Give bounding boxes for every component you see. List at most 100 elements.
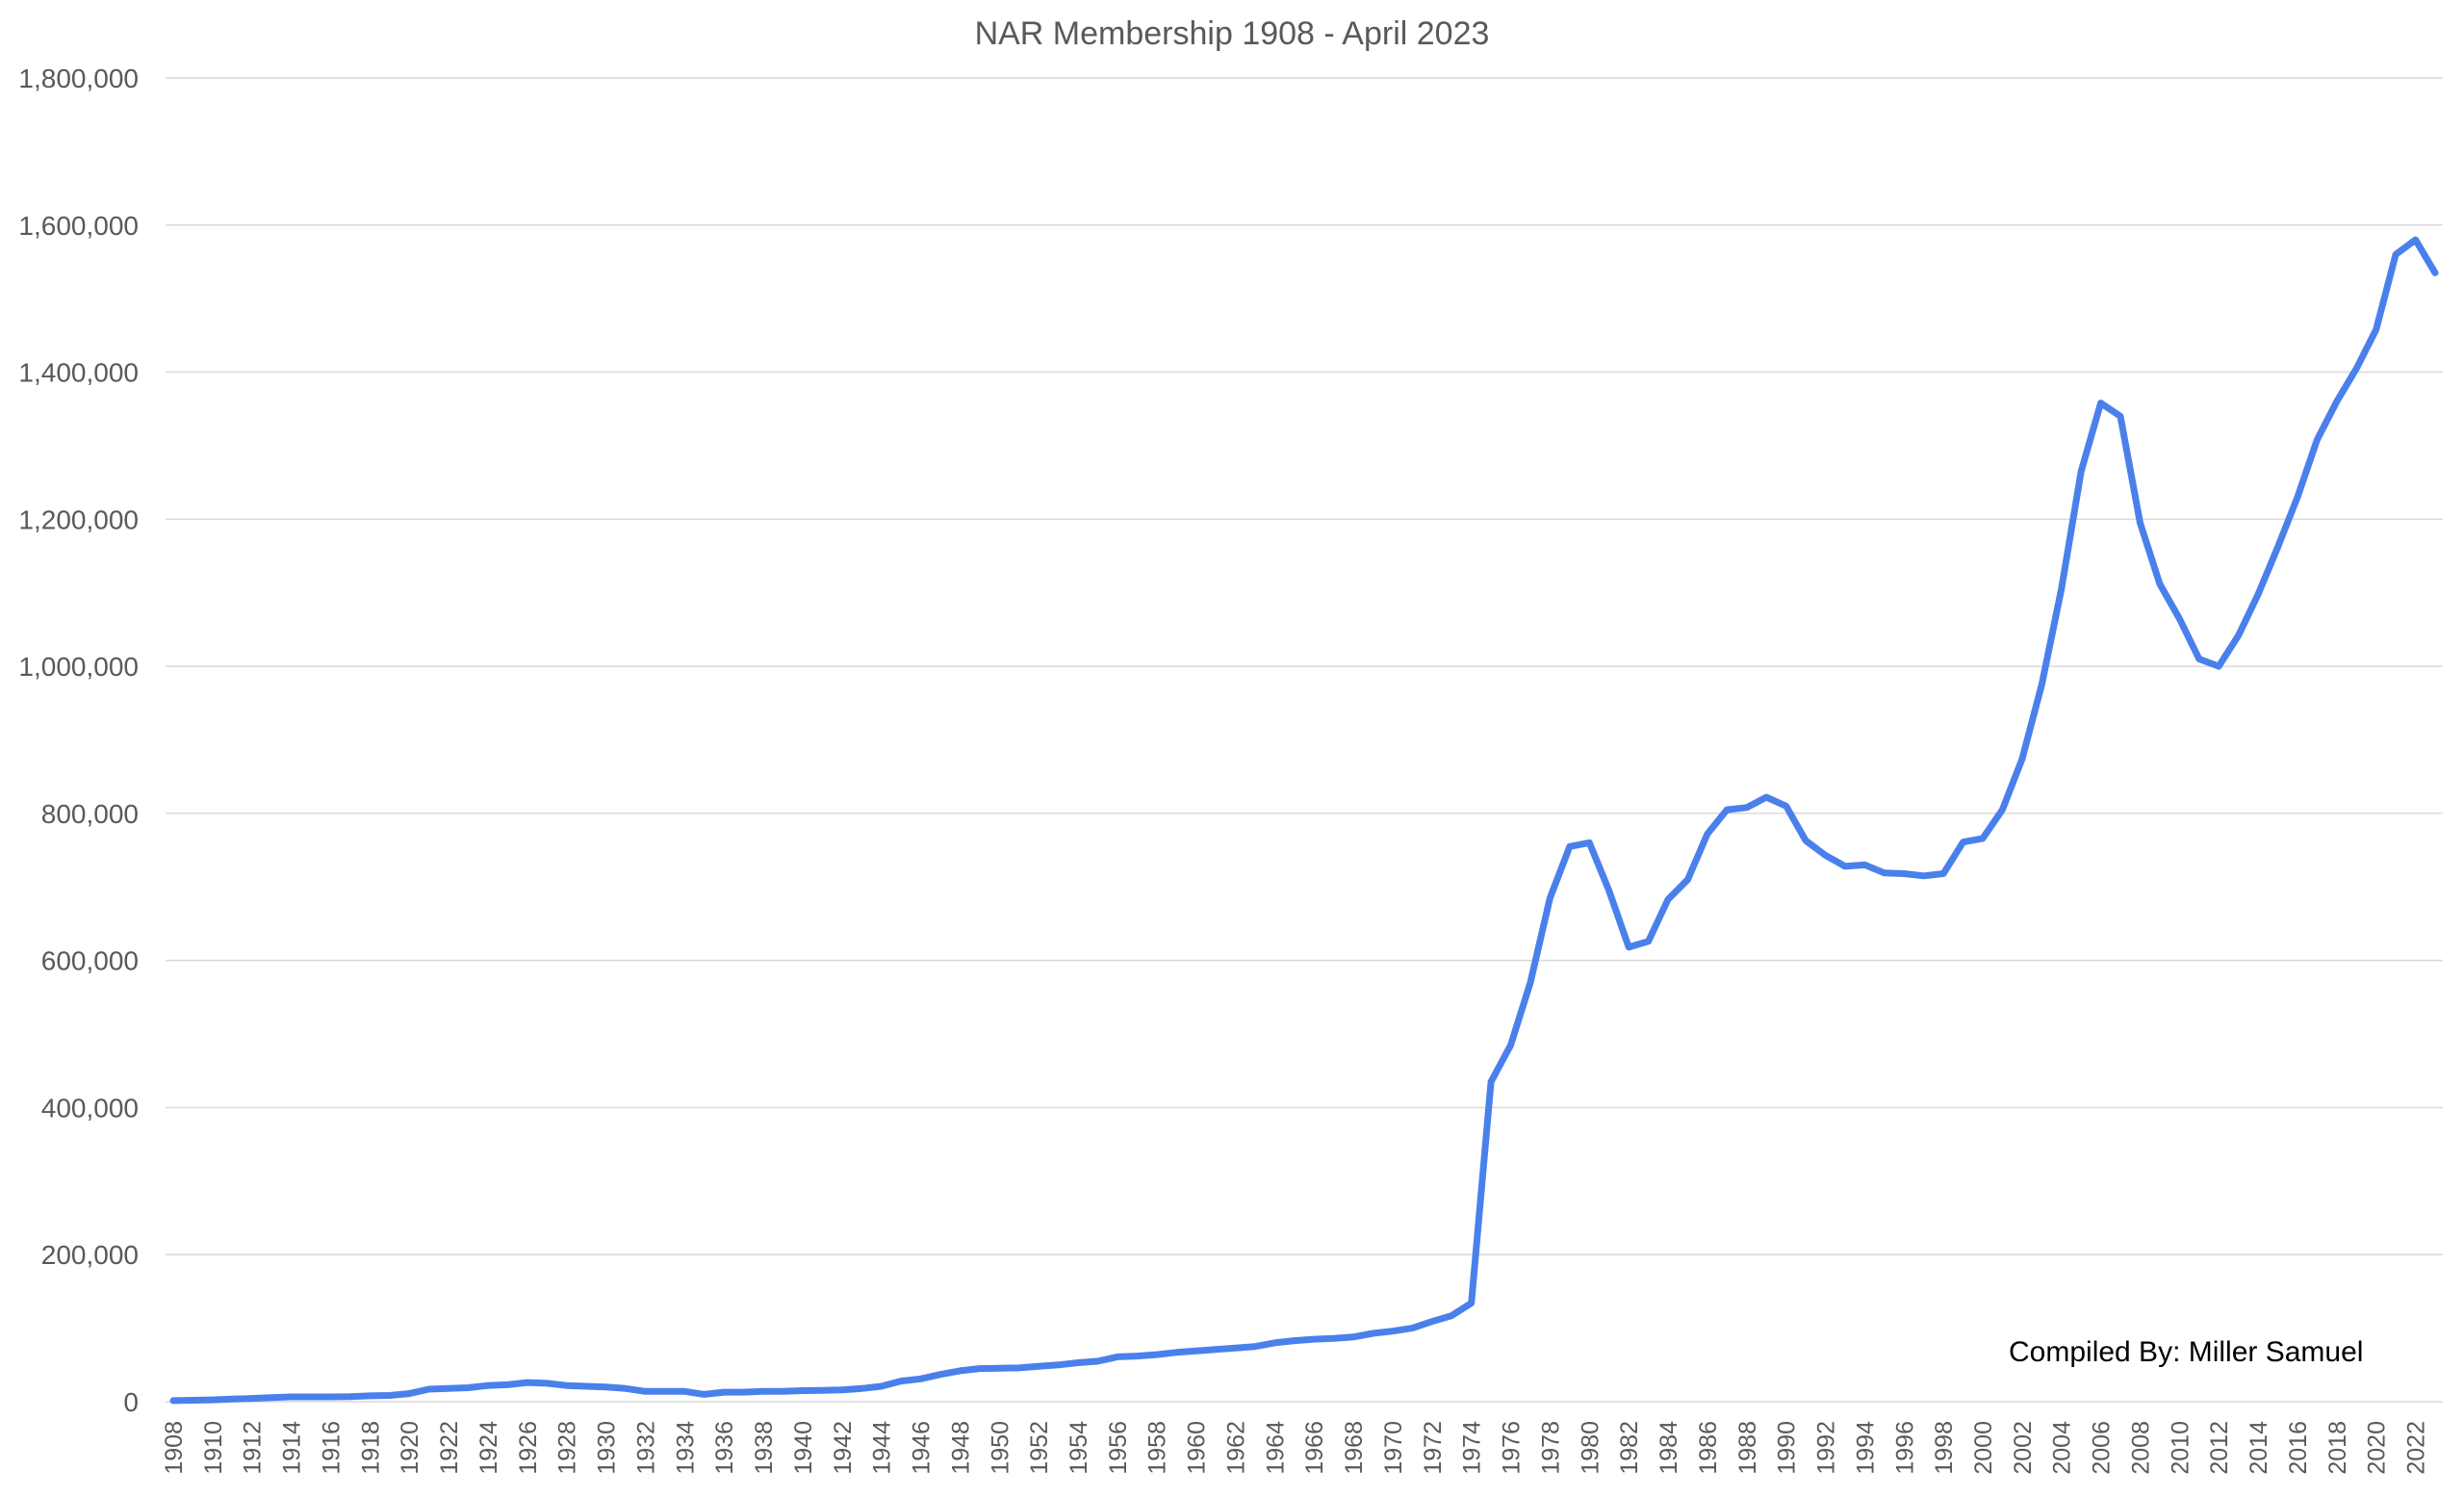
x-tick-label: 2002 bbox=[2010, 1421, 2037, 1475]
data-point bbox=[2118, 413, 2124, 420]
data-point bbox=[1841, 863, 1848, 869]
chart-title: NAR Membership 1908 - April 2023 bbox=[975, 15, 1490, 52]
data-point bbox=[1036, 1363, 1042, 1370]
data-point bbox=[1134, 1353, 1141, 1359]
data-point bbox=[1980, 835, 1987, 841]
data-point bbox=[1251, 1343, 1258, 1350]
data-point bbox=[1449, 1312, 1455, 1319]
y-tick-label: 1,000,000 bbox=[18, 652, 139, 682]
data-point bbox=[2078, 468, 2085, 475]
data-point bbox=[780, 1388, 786, 1395]
data-point bbox=[2137, 520, 2143, 527]
data-point bbox=[1428, 1318, 1435, 1325]
data-point bbox=[642, 1388, 649, 1395]
x-tick-label: 1992 bbox=[1813, 1421, 1840, 1475]
y-tick-label: 400,000 bbox=[41, 1093, 139, 1123]
y-tick-label: 1,200,000 bbox=[18, 504, 139, 534]
data-point bbox=[2333, 399, 2340, 405]
x-tick-label: 1960 bbox=[1184, 1421, 1211, 1475]
gridlines bbox=[166, 77, 2443, 1403]
x-tick-label: 1958 bbox=[1144, 1421, 1171, 1475]
series-line bbox=[169, 236, 2439, 1405]
y-axis-tick-labels: 0 200,000 400,000 600,000 800,000 1,000,000 1,… bbox=[18, 64, 139, 1417]
x-tick-label: 2012 bbox=[2206, 1421, 2233, 1475]
data-point bbox=[406, 1390, 413, 1397]
x-tick-label: 1970 bbox=[1380, 1421, 1407, 1475]
x-tick-label: 2006 bbox=[2089, 1421, 2116, 1475]
x-tick-label: 1914 bbox=[279, 1421, 306, 1475]
data-point bbox=[2373, 326, 2379, 333]
data-point bbox=[229, 1396, 236, 1403]
data-point bbox=[898, 1378, 905, 1384]
data-point bbox=[799, 1387, 806, 1394]
data-point bbox=[2058, 585, 2065, 592]
x-tick-label: 1932 bbox=[632, 1421, 659, 1475]
data-point bbox=[544, 1380, 551, 1386]
data-point bbox=[1507, 1042, 1514, 1048]
data-point bbox=[2432, 270, 2439, 276]
data-point bbox=[1350, 1333, 1357, 1340]
x-tick-label: 1990 bbox=[1774, 1421, 1801, 1475]
data-point bbox=[937, 1371, 943, 1378]
data-point bbox=[2195, 656, 2202, 662]
x-tick-label: 2016 bbox=[2285, 1421, 2312, 1475]
data-point bbox=[386, 1392, 393, 1399]
data-point bbox=[170, 1397, 177, 1404]
x-tick-label: 1972 bbox=[1420, 1421, 1447, 1475]
data-point bbox=[583, 1382, 590, 1389]
data-point bbox=[1153, 1352, 1160, 1358]
data-point bbox=[2255, 591, 2262, 598]
data-point bbox=[1626, 943, 1632, 950]
x-tick-label: 1918 bbox=[357, 1421, 384, 1475]
data-point bbox=[760, 1388, 767, 1395]
x-tick-label: 1916 bbox=[318, 1421, 345, 1475]
x-tick-label: 1978 bbox=[1537, 1421, 1564, 1475]
data-point bbox=[2176, 615, 2183, 622]
data-point bbox=[504, 1381, 511, 1388]
data-point bbox=[1822, 852, 1829, 859]
data-point bbox=[1586, 839, 1593, 846]
data-point bbox=[878, 1382, 885, 1389]
x-tick-label: 1952 bbox=[1026, 1421, 1053, 1475]
data-point bbox=[1547, 894, 1553, 901]
data-point bbox=[1075, 1359, 1082, 1366]
x-tick-label: 1944 bbox=[869, 1421, 896, 1475]
data-point bbox=[1330, 1335, 1337, 1342]
x-tick-label: 1980 bbox=[1577, 1421, 1604, 1475]
data-point bbox=[1783, 803, 1789, 810]
x-tick-label: 1940 bbox=[790, 1421, 817, 1475]
data-point bbox=[2412, 237, 2419, 244]
data-point bbox=[1665, 896, 1672, 903]
data-point bbox=[2018, 756, 2025, 762]
data-point bbox=[2156, 581, 2163, 587]
x-tick-label: 1984 bbox=[1656, 1421, 1682, 1475]
data-point bbox=[1193, 1348, 1199, 1355]
data-point bbox=[957, 1367, 963, 1374]
data-point bbox=[623, 1385, 629, 1392]
data-point bbox=[1114, 1354, 1120, 1360]
x-tick-label: 1976 bbox=[1499, 1421, 1526, 1475]
data-point bbox=[1468, 1300, 1475, 1306]
data-point bbox=[1213, 1346, 1219, 1353]
x-tick-label: 2022 bbox=[2403, 1421, 2430, 1475]
x-tick-label: 1936 bbox=[711, 1421, 738, 1475]
x-tick-label: 2004 bbox=[2049, 1421, 2076, 1475]
data-point bbox=[1389, 1328, 1396, 1334]
x-axis-tick-labels: 1908 1910 1912 1914 1916 1918 1920 1922 1924 1926… bbox=[161, 1421, 2430, 1475]
x-tick-label: 1994 bbox=[1852, 1421, 1879, 1475]
data-point bbox=[603, 1383, 609, 1390]
data-point bbox=[1015, 1364, 1022, 1371]
data-point bbox=[446, 1385, 452, 1392]
series-layer bbox=[169, 236, 2439, 1405]
data-point bbox=[2353, 365, 2360, 372]
x-tick-label: 1986 bbox=[1695, 1421, 1722, 1475]
data-point bbox=[308, 1394, 315, 1401]
data-point bbox=[367, 1392, 373, 1399]
data-point bbox=[2097, 400, 2104, 406]
data-point bbox=[1605, 888, 1612, 894]
data-point bbox=[1999, 807, 2006, 813]
data-point bbox=[346, 1393, 353, 1400]
data-point bbox=[465, 1384, 472, 1391]
y-tick-label: 1,400,000 bbox=[18, 358, 139, 388]
